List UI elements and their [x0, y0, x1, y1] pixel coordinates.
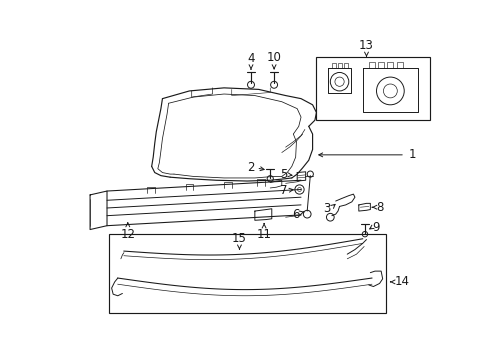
- Text: 12: 12: [120, 228, 135, 241]
- Text: 6: 6: [291, 208, 299, 221]
- Text: 9: 9: [372, 221, 379, 234]
- Text: 10: 10: [266, 51, 281, 64]
- Text: 2: 2: [247, 161, 254, 175]
- Text: 1: 1: [408, 148, 415, 161]
- Text: 7: 7: [279, 184, 286, 197]
- Text: 3: 3: [322, 202, 329, 215]
- Text: 13: 13: [358, 40, 373, 53]
- Text: 15: 15: [231, 232, 246, 245]
- Text: 11: 11: [256, 228, 271, 241]
- Text: 8: 8: [376, 201, 383, 214]
- Bar: [108, 234, 385, 313]
- Text: 4: 4: [247, 52, 254, 65]
- Text: 14: 14: [394, 275, 409, 288]
- Bar: [316, 57, 429, 120]
- Text: 5: 5: [279, 168, 286, 181]
